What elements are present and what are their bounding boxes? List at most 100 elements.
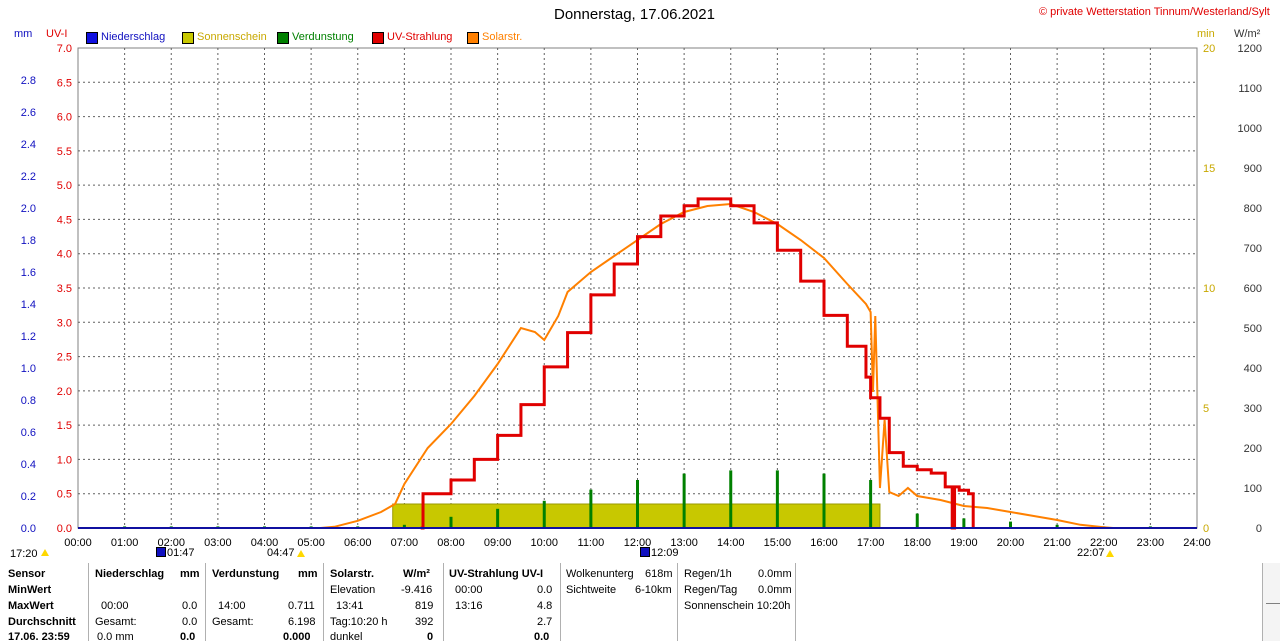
moonrise-time: 01:47 (167, 547, 195, 559)
regen-tag-label: Regen/Tag (684, 584, 738, 596)
divider-3 (323, 563, 324, 641)
wm2-tick-label: 800 (1244, 203, 1262, 215)
x-tick-label: 06:00 (344, 537, 372, 549)
bar-layer (123, 470, 1152, 529)
x-tick-label: 18:00 (903, 537, 931, 549)
copyright-text: © private Wetterstation Tinnum/Westerlan… (1039, 6, 1270, 18)
sichtweite-label: Sichtweite (566, 584, 617, 596)
niederschlag-max-time: 00:00 (101, 600, 129, 612)
uvi-tick-label: 3.5 (57, 283, 72, 295)
niederschlag-max-val: 0.0 (182, 600, 198, 612)
mm-tick-label: 0.8 (21, 395, 36, 407)
uvi-tick-label: 6.0 (57, 112, 72, 124)
stats-panel: Sensor MinWert MaxWert Durchschnitt 17.0… (0, 563, 1280, 643)
wm2-tick-label: 1200 (1238, 43, 1262, 55)
solar-elevation-val: -9.416 (401, 584, 433, 596)
evaporation-bar (729, 470, 733, 528)
min-tick-label: 0 (1203, 523, 1209, 535)
wm2-tick-label: 300 (1244, 403, 1262, 415)
mini-graph (1262, 563, 1280, 641)
sensor-label: Sensor (8, 568, 46, 580)
uvi-tick-label: 3.0 (57, 317, 72, 329)
wm2-tick-label: 900 (1244, 163, 1262, 175)
mm-axis-unit: mm (14, 28, 33, 40)
tick-layer: 00:00 01:00 02:00 03:00 04:00 05:00 06:00 07:00… (21, 43, 1262, 549)
niederschlag-last-right: 0.0 (180, 631, 196, 643)
sunset-time: 22:07 (1077, 547, 1105, 559)
wm2-axis-unit: W/m² (1234, 28, 1261, 40)
wm2-tick-label: 600 (1244, 283, 1262, 295)
x-tick-label: 07:00 (391, 537, 419, 549)
uvi-tick-label: 1.5 (57, 420, 72, 432)
x-tick-label: 12:00 (624, 537, 652, 549)
divider-6 (677, 563, 678, 641)
uv-last-val: 0.0 (534, 631, 550, 643)
x-tick-label: 11:00 (578, 537, 605, 549)
left-time-marker: 17:20 (10, 548, 38, 560)
solar-unit: W/m² (403, 568, 430, 580)
wm2-tick-label: 100 (1244, 483, 1262, 495)
mm-tick-label: 0.0 (21, 523, 36, 535)
uvi-tick-label: 4.0 (57, 249, 72, 261)
x-tick-label: 14:00 (717, 537, 745, 549)
wm2-tick-label: 1100 (1238, 83, 1262, 95)
mm-tick-label: 1.6 (21, 267, 36, 279)
mm-tick-label: 1.8 (21, 235, 36, 247)
min-axis-unit: min (1197, 28, 1215, 40)
evaporation-bar (962, 518, 966, 528)
mm-tick-label: 1.2 (21, 331, 36, 343)
mm-tick-label: 2.6 (21, 107, 36, 119)
legend-label-sonnenschein: Sonnenschein (197, 31, 267, 43)
evaporation-bar (1055, 524, 1059, 528)
x-tick-label: 23:00 (1137, 537, 1165, 549)
solar-tag-label: Tag:10:20 h (330, 616, 388, 628)
verdunstung-max-val: 0.711 (288, 600, 315, 612)
left-time-sun-icon (41, 549, 49, 556)
solar-elevation-label: Elevation (330, 584, 376, 596)
evaporation-bar (682, 473, 686, 528)
regen-1h-label: Regen/1h (684, 568, 732, 580)
solar-title: Solarstr. (330, 568, 375, 580)
moonset-time: 12:09 (651, 547, 679, 559)
x-tick-label: 16:00 (810, 537, 838, 549)
uv-max-time: 13:16 (455, 600, 483, 612)
uvi-tick-label: 0.5 (57, 489, 72, 501)
x-tick-label: 05:00 (297, 537, 325, 549)
divider-2 (205, 563, 206, 641)
mm-tick-label: 0.4 (21, 459, 36, 471)
uv-avg-val: 2.7 (537, 616, 553, 628)
evaporation-bar (775, 470, 779, 528)
uvi-tick-label: 5.0 (57, 180, 72, 192)
chart-title: Donnerstag, 17.06.2021 (554, 6, 715, 23)
uvi-tick-label: 5.5 (57, 146, 72, 158)
maxwert-label: MaxWert (8, 600, 54, 612)
uvi-tick-label: 1.0 (57, 454, 72, 466)
x-tick-label: 00:00 (64, 537, 92, 549)
evaporation-bar (542, 500, 546, 528)
x-tick-label: 17:00 (857, 537, 885, 549)
verdunstung-last: 0.000 (283, 631, 311, 643)
uv-radiation-line (420, 197, 975, 530)
mm-tick-label: 2.0 (21, 203, 36, 215)
evaporation-bar (915, 513, 919, 528)
uvi-axis-unit: UV-I (46, 28, 68, 40)
min-tick-label: 5 (1203, 403, 1209, 415)
x-tick-label: 04:00 (251, 537, 279, 549)
legend-swatch-verdunstung (277, 32, 289, 44)
divider-7 (795, 563, 796, 641)
wolkenunterg-val: 618m (645, 568, 673, 580)
wm2-tick-label: 500 (1244, 323, 1262, 335)
mm-tick-label: 2.8 (21, 75, 36, 87)
x-tick-label: 22:00 (1090, 537, 1118, 549)
x-tick-label: 09:00 (484, 537, 512, 549)
divider-5 (560, 563, 561, 641)
verdunstung-gesamt-label: Gesamt: (212, 616, 254, 628)
wm2-tick-label: 400 (1244, 363, 1262, 375)
niederschlag-title: Niederschlag (95, 568, 165, 580)
mm-tick-label: 2.4 (21, 139, 36, 151)
legend-label-uv: UV-Strahlung (387, 31, 453, 43)
legend-label-solar: Solarstr. (482, 31, 523, 43)
mm-tick-label: 0.2 (21, 491, 36, 503)
x-tick-label: 08:00 (437, 537, 465, 549)
grid-lines (77, 47, 1198, 529)
